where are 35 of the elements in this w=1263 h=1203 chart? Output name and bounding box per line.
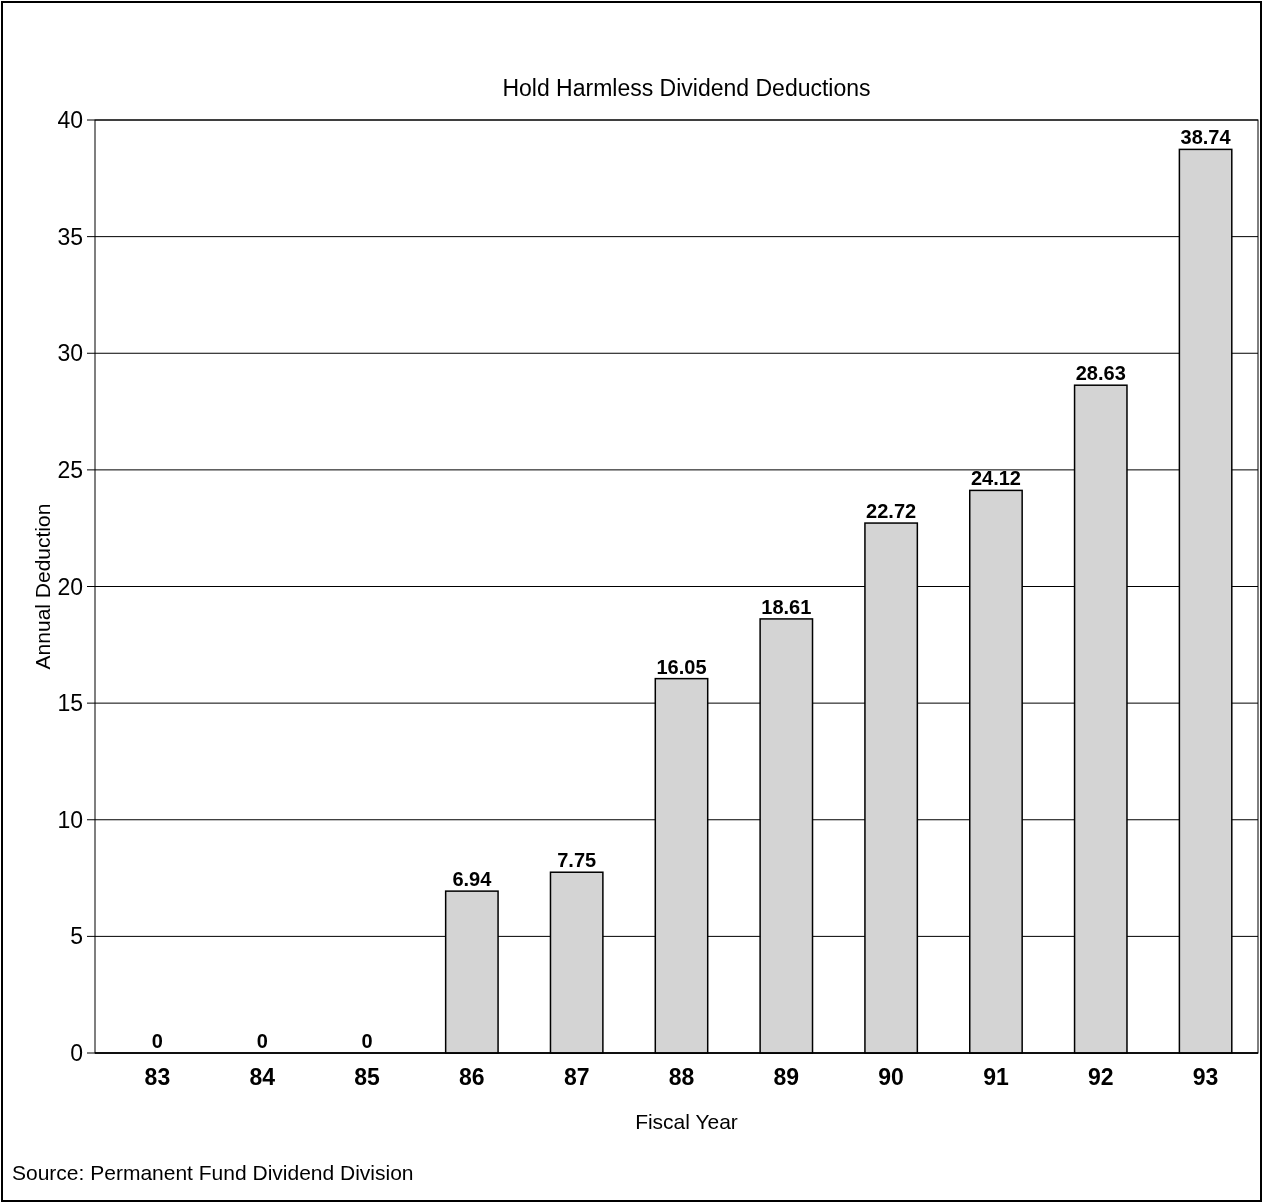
x-tick-label: 83 (144, 1064, 171, 1090)
data-label: 6.94 (452, 868, 493, 891)
x-tick-label: 89 (773, 1064, 800, 1090)
data-label: 22.72 (866, 500, 917, 523)
data-label: 16.05 (656, 655, 707, 678)
data-label: 7.75 (557, 849, 597, 872)
x-axis-title: Fiscal Year (635, 1110, 738, 1133)
x-tick-label: 93 (1192, 1064, 1219, 1090)
data-label: 0 (151, 1030, 163, 1052)
x-tick-label: 85 (354, 1064, 381, 1090)
x-tick-label: 92 (1087, 1064, 1114, 1090)
chart-title: Hold Harmless Dividend Deductions (502, 75, 871, 101)
y-tick-label: 15 (57, 690, 83, 717)
data-label: 38.74 (1180, 126, 1232, 149)
data-label: 0 (361, 1030, 373, 1052)
x-tick-label: 86 (459, 1064, 485, 1090)
x-tick-label: 84 (249, 1064, 276, 1090)
y-tick-label: 5 (70, 923, 83, 950)
x-tick-label: 88 (668, 1064, 695, 1090)
source-note: Source: Permanent Fund Dividend Division (12, 1161, 414, 1184)
data-label: 18.61 (761, 595, 812, 618)
y-tick-label: 10 (57, 806, 83, 833)
x-tick-label: 91 (983, 1064, 1009, 1090)
x-tick-label: 90 (878, 1064, 904, 1090)
y-tick-label: 20 (57, 573, 83, 600)
y-tick-label: 35 (57, 223, 83, 250)
y-axis-title: Annual Deduction (31, 503, 54, 670)
x-tick-label: 87 (563, 1064, 590, 1090)
data-label: 28.63 (1075, 362, 1126, 385)
data-label: 24.12 (970, 467, 1021, 490)
y-tick-label: 30 (57, 340, 83, 367)
data-label: 0 (256, 1030, 268, 1052)
y-tick-label: 25 (57, 456, 83, 483)
y-tick-label: 40 (57, 107, 83, 134)
y-tick-label: 0 (70, 1040, 83, 1067)
